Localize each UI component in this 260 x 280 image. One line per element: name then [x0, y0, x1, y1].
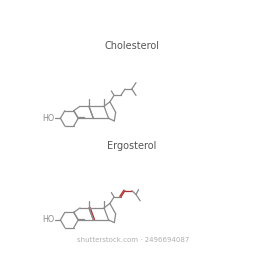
Text: HO: HO: [42, 215, 54, 225]
Text: Cholesterol: Cholesterol: [104, 41, 159, 51]
Text: Ergosterol: Ergosterol: [107, 141, 156, 151]
Text: shutterstock.com · 2496694087: shutterstock.com · 2496694087: [77, 237, 190, 243]
Text: HO: HO: [42, 114, 54, 123]
